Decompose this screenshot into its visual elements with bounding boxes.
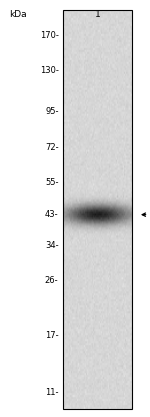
Text: 34-: 34- <box>45 241 59 250</box>
Text: kDa: kDa <box>9 10 27 19</box>
Text: 43-: 43- <box>45 210 59 219</box>
Text: 11-: 11- <box>45 387 58 397</box>
Text: 55-: 55- <box>45 178 58 187</box>
Text: 170-: 170- <box>40 31 58 40</box>
Text: 130-: 130- <box>40 66 58 75</box>
Text: 17-: 17- <box>45 331 59 340</box>
Bar <box>63 10 132 409</box>
Text: 72-: 72- <box>45 143 59 152</box>
Text: 95-: 95- <box>45 107 58 116</box>
Text: 1: 1 <box>95 10 100 19</box>
Text: 26-: 26- <box>45 276 59 285</box>
